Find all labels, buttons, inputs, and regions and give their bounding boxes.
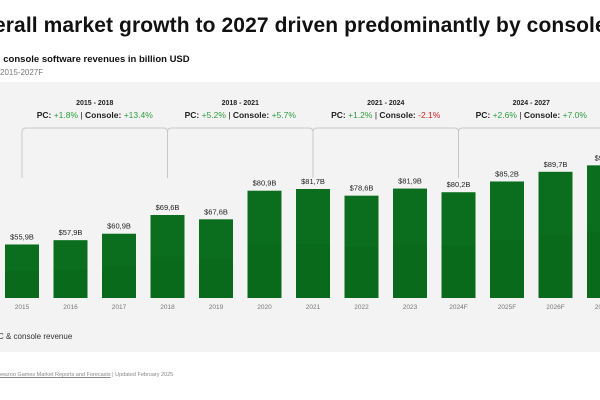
source-note: ewzoo Games Market Reports and Forecasts… (0, 372, 173, 378)
period-bracket-3 (312, 127, 459, 178)
bar-lower-2019 (199, 258, 233, 298)
value-label-2026F: $89,7B (544, 160, 568, 169)
x-tick-2025F: 2025F (498, 304, 516, 311)
console-label: Console: (233, 110, 272, 120)
console-label: Console: (85, 110, 124, 120)
bar-2017 (102, 233, 136, 298)
period-label-3: 2021 - 2024 (367, 100, 404, 107)
bar-2022 (344, 195, 379, 298)
value-label-2025F: $85,2B (495, 169, 519, 178)
x-tick-2019: 2019 (209, 304, 224, 311)
period-growth-4: PC: +2.6% | Console: +7.0% (476, 110, 588, 120)
chart-title: erall market growth to 2027 driven predo… (0, 14, 600, 37)
bar-2027F (587, 165, 600, 298)
bar-lower-2023 (393, 243, 427, 298)
period-label-1: 2015 - 2018 (76, 100, 113, 107)
bar-2019 (199, 219, 233, 298)
x-tick-2027F: 2027F (595, 304, 600, 311)
chart-period: 2015-2027F (0, 68, 44, 77)
growth-separator: | (517, 110, 524, 120)
bar-2021 (296, 188, 330, 298)
bar-2026F (538, 171, 573, 298)
bar-lower-2027F (587, 231, 600, 298)
period-growth-2: PC: +5.2% | Console: +5.7% (185, 110, 297, 120)
console-label: Console: (379, 110, 418, 120)
legend-label: C & console revenue (0, 332, 73, 341)
period-label-4: 2024 - 2027 (513, 100, 550, 107)
value-label-2023: $81,9B (398, 177, 422, 186)
console-growth: +5.7% (272, 110, 297, 120)
pc-growth: +1.2% (348, 110, 373, 120)
bar-2024F (441, 192, 476, 298)
growth-separator: | (372, 110, 379, 120)
pc-growth: +1.8% (54, 110, 79, 120)
pc-growth: +5.2% (202, 110, 227, 120)
growth-separator: | (226, 110, 233, 120)
bar-lower-2018 (150, 256, 185, 298)
value-label-2024F: $80,2B (447, 180, 471, 189)
bar-2023 (393, 188, 427, 298)
x-tick-2015: 2015 (15, 304, 30, 311)
x-tick-2017: 2017 (112, 304, 127, 311)
value-label-2015: $55,9B (10, 232, 34, 241)
pc-label: PC: (37, 110, 54, 120)
bar-lower-2016 (53, 269, 88, 298)
bar-lower-2026F (538, 234, 573, 298)
bar-chart: $55,9B 2015 $57,9B 2016 $60,9B 2017 $69,6B 2018… (5, 100, 600, 311)
pc-label: PC: (331, 110, 348, 120)
period-bracket-1 (21, 127, 168, 178)
bar-lower-2022 (344, 246, 379, 298)
pc-label: PC: (476, 110, 493, 120)
source-link[interactable]: ewzoo Games Market Reports and Forecasts (0, 372, 111, 378)
console-growth: +13.4% (124, 110, 154, 120)
value-label-2021: $81,7B (301, 177, 325, 186)
period-bracket-4 (458, 127, 600, 178)
bar-lower-2017 (102, 265, 136, 298)
bar-2018 (150, 215, 185, 298)
console-growth: -2.1% (418, 110, 441, 120)
bar-lower-2020 (247, 244, 282, 298)
pc-label: PC: (185, 110, 202, 120)
value-label-2019: $67,6B (204, 207, 228, 216)
bar-lower-2021 (296, 243, 330, 298)
console-growth: +7.0% (563, 110, 588, 120)
x-tick-2020: 2020 (257, 304, 272, 311)
bar-2020 (247, 190, 282, 298)
source-date: | Updated February 2025 (110, 372, 174, 378)
x-tick-2024F: 2024F (449, 304, 467, 311)
value-label-2018: $69,6B (156, 203, 180, 212)
bar-lower-2025F (490, 239, 524, 298)
x-tick-2016: 2016 (63, 304, 78, 311)
console-label: Console: (524, 110, 563, 120)
growth-separator: | (78, 110, 85, 120)
period-label-2: 2018 - 2021 (222, 100, 259, 107)
x-tick-2026F: 2026F (546, 304, 564, 311)
x-tick-2022: 2022 (354, 304, 369, 311)
bar-lower-2015 (5, 271, 39, 298)
x-tick-2021: 2021 (306, 304, 321, 311)
x-tick-2023: 2023 (403, 304, 418, 311)
pc-growth: +2.6% (493, 110, 518, 120)
chart-subtitle: l console software revenues in billion U… (0, 54, 190, 65)
bar-2015 (5, 244, 39, 298)
value-label-2027F: $92,7 (595, 153, 600, 162)
x-tick-2018: 2018 (160, 304, 175, 311)
value-label-2017: $60,9B (107, 222, 131, 231)
value-label-2016: $57,9B (59, 228, 83, 237)
bar-2025F (490, 181, 524, 298)
bar-2016 (53, 240, 88, 298)
value-label-2020: $80,9B (253, 179, 277, 188)
period-bracket-2 (167, 127, 314, 178)
period-growth-1: PC: +1.8% | Console: +13.4% (37, 110, 154, 120)
period-growth-3: PC: +1.2% | Console: -2.1% (331, 110, 441, 120)
value-label-2022: $78,6B (350, 184, 374, 193)
bar-lower-2024F (441, 245, 476, 298)
